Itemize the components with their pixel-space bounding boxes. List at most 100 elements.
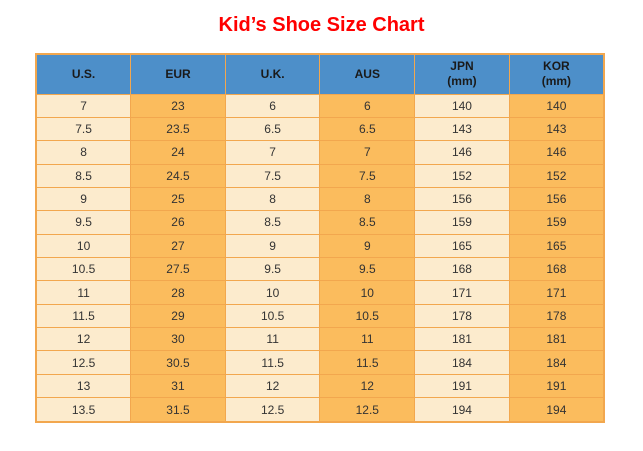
table-row: 10.5 27.5 9.5 9.5 168 168 — [35, 257, 605, 282]
table-cell: 9.5 — [319, 257, 416, 282]
table-cell: 9.5 — [35, 210, 132, 235]
table-cell: 8.5 — [35, 163, 132, 188]
table-cell: 11.5 — [224, 350, 321, 375]
table-row: 9 25 8 8 156 156 — [35, 186, 605, 212]
table-row: 11 28 10 10 171 171 — [35, 280, 605, 305]
table-cell: 168 — [508, 257, 605, 282]
table-cell: 178 — [414, 303, 510, 329]
table-cell: 184 — [414, 350, 510, 375]
table-cell: 10 — [35, 233, 132, 259]
column-header-jpn: JPN (mm) — [414, 53, 510, 95]
table-cell: 191 — [508, 373, 605, 399]
table-body: 7 23 6 6 140 140 7.5 23.5 6.5 6.5 143 143 8 24 7 7 146 14… — [35, 93, 605, 423]
table-cell: 143 — [414, 116, 510, 142]
table-row: 11.5 29 10.5 10.5 178 178 — [35, 303, 605, 329]
table-cell: 31 — [130, 373, 226, 399]
table-cell: 159 — [414, 210, 510, 235]
table-cell: 25 — [130, 186, 226, 212]
table-cell: 10 — [224, 280, 321, 305]
table-cell: 13 — [35, 373, 132, 399]
table-row: 8.5 24.5 7.5 7.5 152 152 — [35, 163, 605, 188]
table-cell: 152 — [414, 163, 510, 188]
table-cell: 165 — [414, 233, 510, 259]
table-row: 9.5 26 8.5 8.5 159 159 — [35, 210, 605, 235]
table-cell: 7 — [35, 93, 132, 118]
table-cell: 31.5 — [130, 397, 226, 423]
table-cell: 10.5 — [224, 303, 321, 329]
table-cell: 11 — [35, 280, 132, 305]
table-cell: 11 — [319, 327, 416, 352]
table-cell: 12.5 — [224, 397, 321, 423]
table-cell: 168 — [414, 257, 510, 282]
table-cell: 6 — [224, 93, 321, 118]
table-cell: 9.5 — [224, 257, 321, 282]
table-cell: 7 — [224, 140, 321, 165]
table-cell: 7 — [319, 140, 416, 165]
table-cell: 12 — [224, 373, 321, 399]
table-header: U.S. EUR U.K. AUS JPN (mm) KOR (mm) — [35, 53, 605, 95]
table-cell: 181 — [414, 327, 510, 352]
table-cell: 9 — [319, 233, 416, 259]
table-row: 10 27 9 9 165 165 — [35, 233, 605, 259]
table-cell: 156 — [508, 186, 605, 212]
table-cell: 26 — [130, 210, 226, 235]
table-cell: 11 — [224, 327, 321, 352]
table-cell: 6.5 — [319, 116, 416, 142]
table-cell: 181 — [508, 327, 605, 352]
table-cell: 152 — [508, 163, 605, 188]
column-header-uk: U.K. — [224, 53, 321, 95]
table-cell: 146 — [414, 140, 510, 165]
column-header-aus: AUS — [319, 53, 416, 95]
table-cell: 7.5 — [319, 163, 416, 188]
table-cell: 27.5 — [130, 257, 226, 282]
table-cell: 140 — [508, 93, 605, 118]
table-cell: 184 — [508, 350, 605, 375]
table-row: 12 30 11 11 181 181 — [35, 327, 605, 352]
table-cell: 24 — [130, 140, 226, 165]
table-cell: 28 — [130, 280, 226, 305]
table-cell: 8.5 — [224, 210, 321, 235]
table-cell: 29 — [130, 303, 226, 329]
table-cell: 143 — [508, 116, 605, 142]
table-cell: 8 — [319, 186, 416, 212]
table-row: 8 24 7 7 146 146 — [35, 140, 605, 165]
table-cell: 156 — [414, 186, 510, 212]
table-cell: 165 — [508, 233, 605, 259]
table-cell: 27 — [130, 233, 226, 259]
table-cell: 30.5 — [130, 350, 226, 375]
shoe-size-table: U.S. EUR U.K. AUS JPN (mm) KOR (mm) 7 23 6… — [35, 53, 605, 423]
table-cell: 159 — [508, 210, 605, 235]
table-cell: 11.5 — [319, 350, 416, 375]
table-cell: 12 — [319, 373, 416, 399]
table-cell: 6.5 — [224, 116, 321, 142]
table-cell: 11.5 — [35, 303, 132, 329]
table-cell: 12.5 — [35, 350, 132, 375]
table-row: 7 23 6 6 140 140 — [35, 93, 605, 118]
column-header-kor: KOR (mm) — [508, 53, 605, 95]
table-cell: 23.5 — [130, 116, 226, 142]
table-cell: 178 — [508, 303, 605, 329]
table-row: 7.5 23.5 6.5 6.5 143 143 — [35, 116, 605, 142]
table-cell: 10.5 — [35, 257, 132, 282]
table-cell: 9 — [35, 186, 132, 212]
table-cell: 7.5 — [224, 163, 321, 188]
table-cell: 8 — [35, 140, 132, 165]
table-cell: 194 — [508, 397, 605, 423]
table-row: 13 31 12 12 191 191 — [35, 373, 605, 399]
table-cell: 30 — [130, 327, 226, 352]
table-cell: 8 — [224, 186, 321, 212]
table-row: 12.5 30.5 11.5 11.5 184 184 — [35, 350, 605, 375]
table-cell: 23 — [130, 93, 226, 118]
table-cell: 10.5 — [319, 303, 416, 329]
table-cell: 8.5 — [319, 210, 416, 235]
table-cell: 140 — [414, 93, 510, 118]
table-cell: 10 — [319, 280, 416, 305]
table-cell: 24.5 — [130, 163, 226, 188]
page-title: Kid’s Shoe Size Chart — [218, 14, 425, 36]
table-cell: 191 — [414, 373, 510, 399]
table-cell: 9 — [224, 233, 321, 259]
table-cell: 171 — [414, 280, 510, 305]
table-cell: 12.5 — [319, 397, 416, 423]
table-cell: 194 — [414, 397, 510, 423]
table-cell: 146 — [508, 140, 605, 165]
